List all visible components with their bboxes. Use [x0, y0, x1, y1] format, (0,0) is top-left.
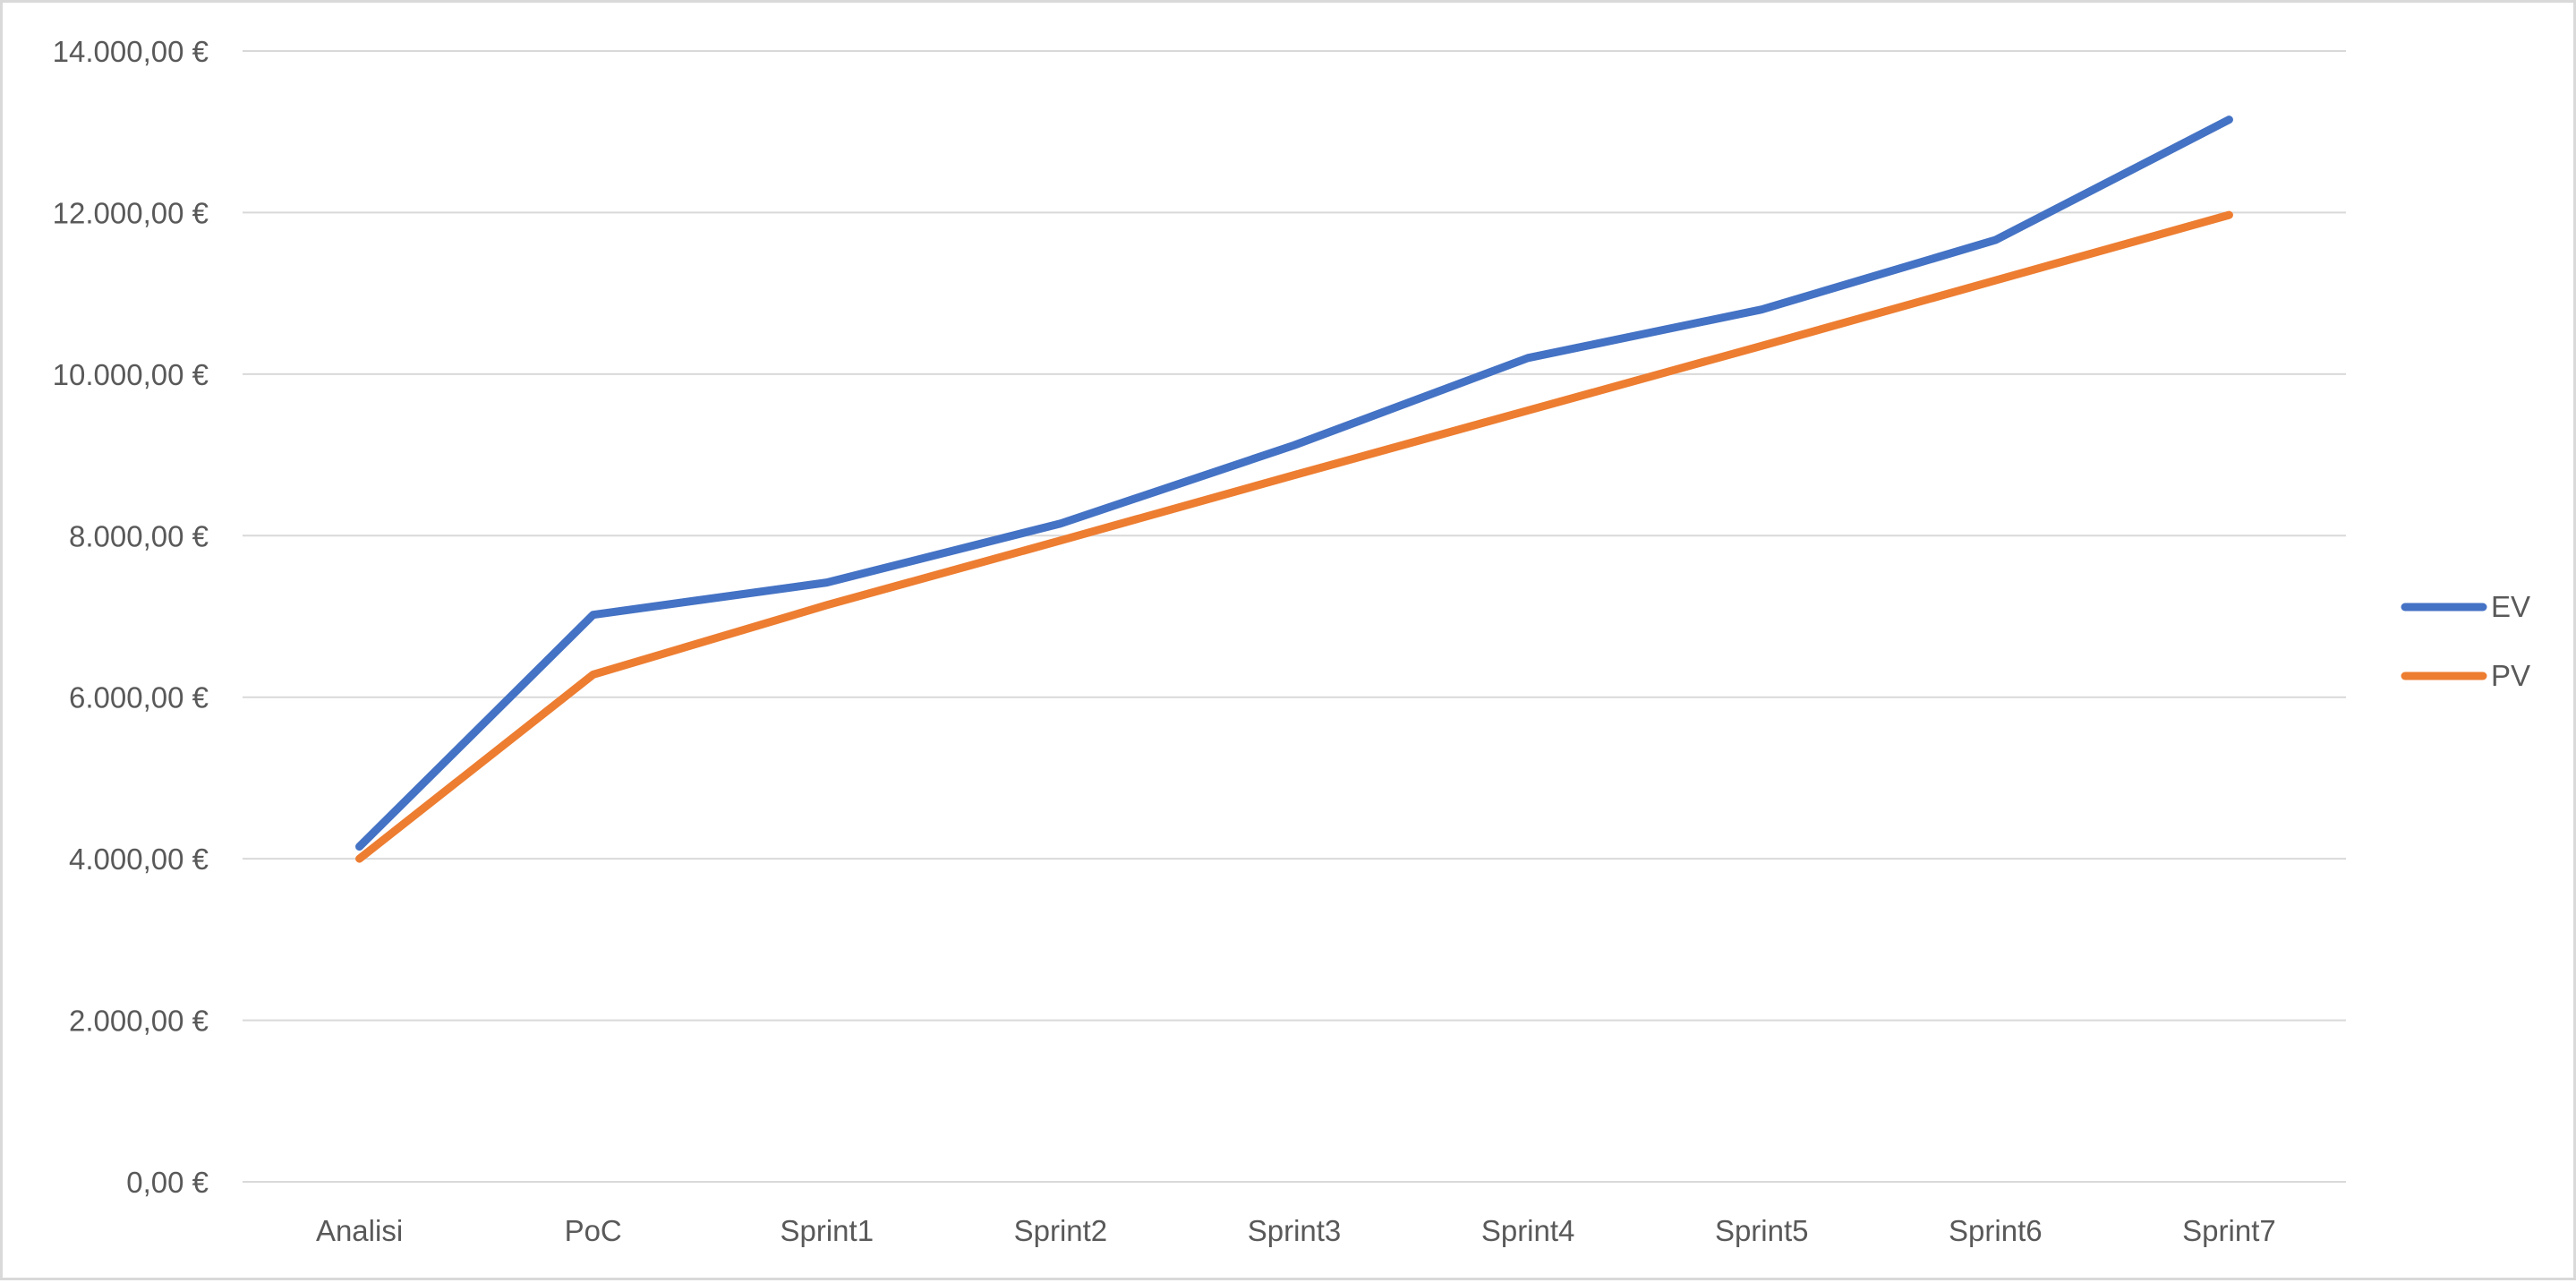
line-chart: 0,00 € 2.000,00 € 4.000,00 € 6.000,00 € 8.00… [53, 35, 2530, 1247]
series-line-ev [355, 115, 2233, 851]
x-tick-label: Sprint5 [1715, 1214, 1809, 1247]
y-tick-label: 4.000,00 € [69, 843, 209, 876]
y-tick-label: 8.000,00 € [69, 519, 209, 552]
y-tick-label: 0,00 € [126, 1166, 209, 1199]
y-tick-label: 6.000,00 € [69, 681, 209, 714]
legend: EV PV [2401, 590, 2530, 692]
series-lines [355, 115, 2233, 863]
y-tick-label: 10.000,00 € [53, 358, 209, 391]
y-axis-tick-labels: 0,00 € 2.000,00 € 4.000,00 € 6.000,00 € 8.00… [53, 35, 209, 1199]
x-tick-label: Sprint6 [1949, 1214, 2043, 1247]
x-axis-tick-labels: Analisi PoC Sprint1 Sprint2 Sprint3 Sprint4 Sp… [316, 1214, 2276, 1247]
x-tick-label: Sprint2 [1014, 1214, 1108, 1247]
y-tick-label: 14.000,00 € [53, 35, 209, 68]
x-tick-label: PoC [565, 1214, 622, 1247]
x-tick-label: Analisi [316, 1214, 403, 1247]
y-tick-label: 2.000,00 € [69, 1005, 209, 1038]
series-line-pv [355, 210, 2233, 863]
x-tick-label: Sprint3 [1248, 1214, 1342, 1247]
y-tick-label: 12.000,00 € [53, 196, 209, 229]
x-tick-label: Sprint4 [1481, 1214, 1575, 1247]
x-tick-label: Sprint7 [2182, 1214, 2276, 1247]
legend-label-ev: EV [2491, 590, 2530, 623]
x-tick-label: Sprint1 [780, 1214, 874, 1247]
gridlines [243, 50, 2346, 1183]
legend-label-pv: PV [2491, 659, 2530, 692]
